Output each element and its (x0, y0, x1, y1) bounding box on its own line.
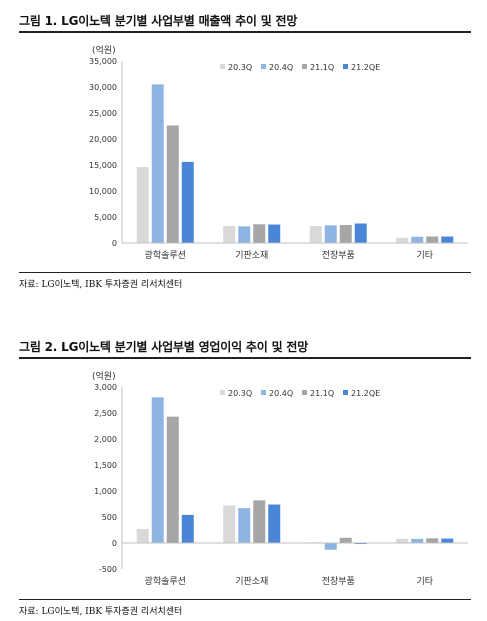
x-category-label: 기판소재 (235, 250, 268, 261)
y-tick-label: 20,000 (89, 135, 117, 144)
legend-label: 21.1Q (310, 63, 334, 72)
figure-1-source: 자료: LG이노텍, IBK 투자증권 리서치센터 (19, 280, 183, 290)
x-category-label: 기타 (416, 576, 433, 587)
bar-21-2qe-2 (354, 223, 367, 243)
bar-20-4q-0 (151, 84, 164, 244)
bar-21-2qe-1 (268, 224, 281, 243)
figure-2-bottom-rule (19, 599, 471, 600)
bar-20-3q-3 (396, 538, 409, 543)
bar-20-3q-3 (396, 237, 409, 243)
bar-20-4q-3 (411, 236, 424, 243)
figure-1-title: 그림 1. LG이노텍 분기별 사업부별 매출액 추이 및 전망 (19, 14, 298, 28)
bar-21-1q-2 (339, 537, 352, 543)
x-category-label: 광학솔루션 (145, 575, 186, 587)
y-tick-label: 2,000 (94, 435, 117, 444)
y-tick-label: 25,000 (89, 109, 117, 118)
y-tick-label: 30,000 (89, 83, 117, 92)
bar-20-3q-0 (136, 167, 149, 243)
x-category-label: 전장부품 (322, 250, 355, 261)
bar-21-2qe-3 (441, 236, 454, 243)
bar-20-4q-3 (411, 538, 424, 543)
legend-swatch (343, 64, 348, 69)
x-category-label: 광학솔루션 (145, 249, 186, 261)
y-tick-label: 0 (112, 539, 117, 548)
bar-21-2qe-1 (268, 504, 281, 543)
bar-21-2qe-0 (181, 161, 194, 243)
legend-label: 21.1Q (310, 389, 334, 398)
figure-2-source: 자료: LG이노텍, IBK 투자증권 리서치센터 (19, 607, 183, 617)
x-category-label: 기판소재 (235, 576, 268, 587)
bar-20-4q-0 (151, 397, 164, 543)
bar-20-4q-2 (324, 543, 337, 550)
y-tick-label: 35,000 (89, 57, 117, 66)
y-axis-label: (억원) (92, 44, 116, 56)
bar-21-2qe-2 (354, 543, 367, 545)
figure-1-top-rule (19, 31, 471, 33)
bar-21-2qe-0 (181, 514, 194, 543)
y-axis-label: (억원) (92, 370, 116, 382)
y-tick-label: 10,000 (89, 187, 117, 196)
legend-label: 20.3Q (228, 389, 252, 398)
legend-label: 21.2QE (351, 389, 380, 398)
legend-swatch (302, 390, 307, 395)
bar-21-1q-2 (339, 225, 352, 243)
y-tick-label: 500 (102, 513, 117, 522)
bar-21-1q-1 (253, 224, 266, 243)
bar-21-1q-3 (426, 236, 439, 243)
legend-swatch (261, 64, 266, 69)
bar-21-1q-3 (426, 538, 439, 543)
bar-20-4q-2 (324, 225, 337, 243)
figure-2-top-rule (19, 357, 471, 359)
y-tick-label: 3,000 (94, 383, 117, 392)
legend-swatch (343, 390, 348, 395)
bar-21-1q-0 (166, 416, 179, 543)
figure-2-title: 그림 2. LG이노텍 분기별 사업부별 영업이익 추이 및 전망 (19, 340, 309, 354)
bar-20-3q-1 (223, 505, 236, 543)
y-tick-label: 15,000 (89, 161, 117, 170)
y-tick-label: 5,000 (94, 213, 117, 222)
legend-swatch (220, 64, 225, 69)
bar-21-2qe-3 (441, 538, 454, 543)
bar-21-1q-0 (166, 125, 179, 243)
bar-20-4q-1 (238, 226, 251, 243)
bar-21-1q-1 (253, 500, 266, 543)
y-tick-label: 1,500 (94, 461, 117, 470)
legend-label: 20.4Q (269, 63, 293, 72)
chart-1: (억원) 0 5,000 10,000 15,000 20,000 25,000 30,000… (89, 44, 468, 261)
legend-label: 20.3Q (228, 63, 252, 72)
bar-20-3q-2 (309, 226, 322, 243)
bar-20-3q-0 (136, 528, 149, 543)
figure-1-bottom-rule (19, 272, 471, 273)
bar-20-3q-1 (223, 225, 236, 243)
y-tick-label: 2,500 (94, 409, 117, 418)
bar-20-4q-1 (238, 508, 251, 543)
x-category-label: 전장부품 (322, 576, 355, 587)
legend-swatch (220, 390, 225, 395)
y-tick-label: 0 (112, 239, 117, 248)
legend-label: 20.4Q (269, 389, 293, 398)
y-tick-label: 1,000 (94, 487, 117, 496)
x-category-label: 기타 (416, 250, 433, 261)
y-tick-label: -500 (99, 565, 117, 574)
legend-swatch (302, 64, 307, 69)
legend-label: 21.2QE (351, 63, 380, 72)
legend-swatch (261, 390, 266, 395)
chart-2: (억원) -500 0 500 1,000 1,500 2,000 2,500 3,000 광학솔… (92, 370, 468, 587)
